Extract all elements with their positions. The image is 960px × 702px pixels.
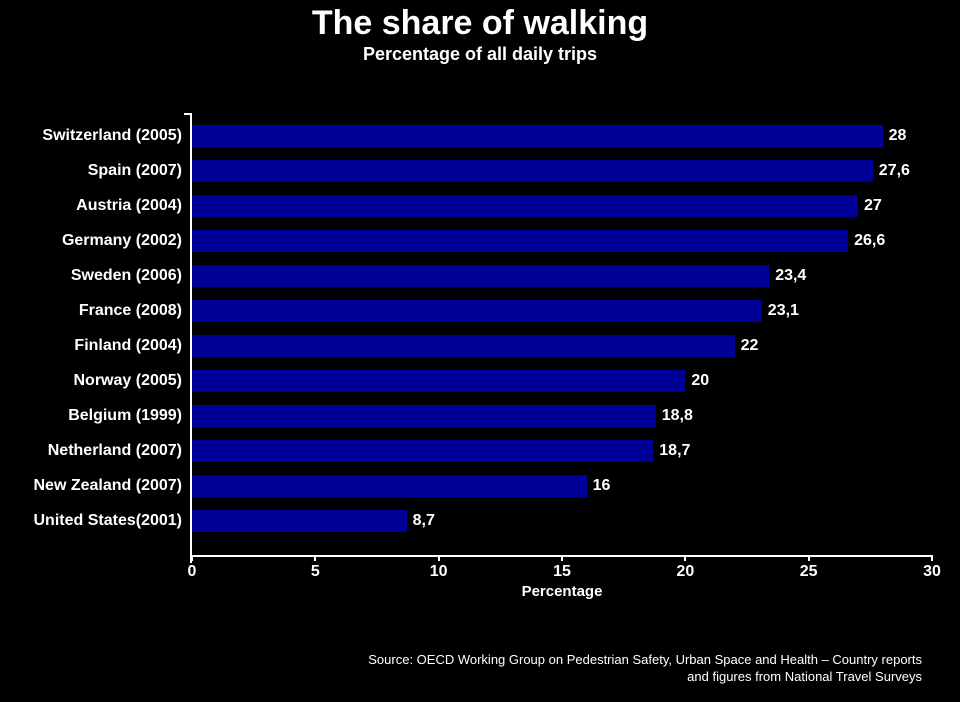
- x-tick-label: 5: [311, 563, 320, 581]
- slide: The share of walking Percentage of all d…: [0, 0, 960, 702]
- bar: [192, 370, 685, 392]
- x-tick: [438, 555, 440, 561]
- value-label: 23,1: [768, 300, 799, 322]
- category-label: Netherland (2007): [0, 440, 182, 462]
- category-label: Sweden (2006): [0, 265, 182, 287]
- value-label: 23,4: [775, 265, 806, 287]
- x-tick-label: 15: [553, 563, 571, 581]
- bar: [192, 510, 407, 532]
- bar: [192, 195, 858, 217]
- x-tick: [191, 555, 193, 561]
- bar: [192, 265, 769, 287]
- x-tick-label: 10: [430, 563, 448, 581]
- x-tick: [931, 555, 933, 561]
- x-tick-label: 30: [923, 563, 941, 581]
- plot-area: 2827,62726,623,423,1222018,818,7168,7051…: [190, 115, 932, 557]
- category-label: Switzerland (2005): [0, 125, 182, 147]
- x-tick-label: 20: [676, 563, 694, 581]
- value-label: 18,7: [659, 440, 690, 462]
- bar: [192, 125, 883, 147]
- bar: [192, 405, 656, 427]
- value-label: 20: [691, 370, 709, 392]
- value-label: 16: [593, 475, 611, 497]
- value-label: 18,8: [662, 405, 693, 427]
- category-label: Belgium (1999): [0, 405, 182, 427]
- chart-subtitle: Percentage of all daily trips: [0, 44, 960, 65]
- bar: [192, 300, 762, 322]
- category-label: Austria (2004): [0, 195, 182, 217]
- x-tick: [684, 555, 686, 561]
- category-label: Norway (2005): [0, 370, 182, 392]
- x-tick-label: 25: [800, 563, 818, 581]
- value-label: 22: [741, 335, 759, 357]
- category-label: Finland (2004): [0, 335, 182, 357]
- bar: [192, 160, 873, 182]
- source-line-2: and figures from National Travel Surveys: [368, 668, 922, 686]
- x-axis-title: Percentage: [522, 583, 603, 600]
- chart-title: The share of walking: [0, 0, 960, 42]
- x-tick: [808, 555, 810, 561]
- bar: [192, 230, 848, 252]
- x-tick: [314, 555, 316, 561]
- value-label: 26,6: [854, 230, 885, 252]
- bar: [192, 440, 653, 462]
- value-label: 27,6: [879, 160, 910, 182]
- value-label: 8,7: [413, 510, 435, 532]
- bar: [192, 335, 735, 357]
- x-tick-label: 0: [188, 563, 197, 581]
- category-label: Spain (2007): [0, 160, 182, 182]
- source-line-1: Source: OECD Working Group on Pedestrian…: [368, 651, 922, 669]
- category-label: France (2008): [0, 300, 182, 322]
- category-label: United States(2001): [0, 510, 182, 532]
- bar-chart: 28 27,6 27 26,6 23,4 23,1 22 20 18,8 18,7 16 8,7 0 5 1…: [30, 115, 930, 605]
- category-label: New Zealand (2007): [0, 475, 182, 497]
- x-tick: [561, 555, 563, 561]
- source-note: Source: OECD Working Group on Pedestrian…: [368, 651, 922, 686]
- bar: [192, 475, 587, 497]
- category-label: Germany (2002): [0, 230, 182, 252]
- value-label: 28: [889, 125, 907, 147]
- value-label: 27: [864, 195, 882, 217]
